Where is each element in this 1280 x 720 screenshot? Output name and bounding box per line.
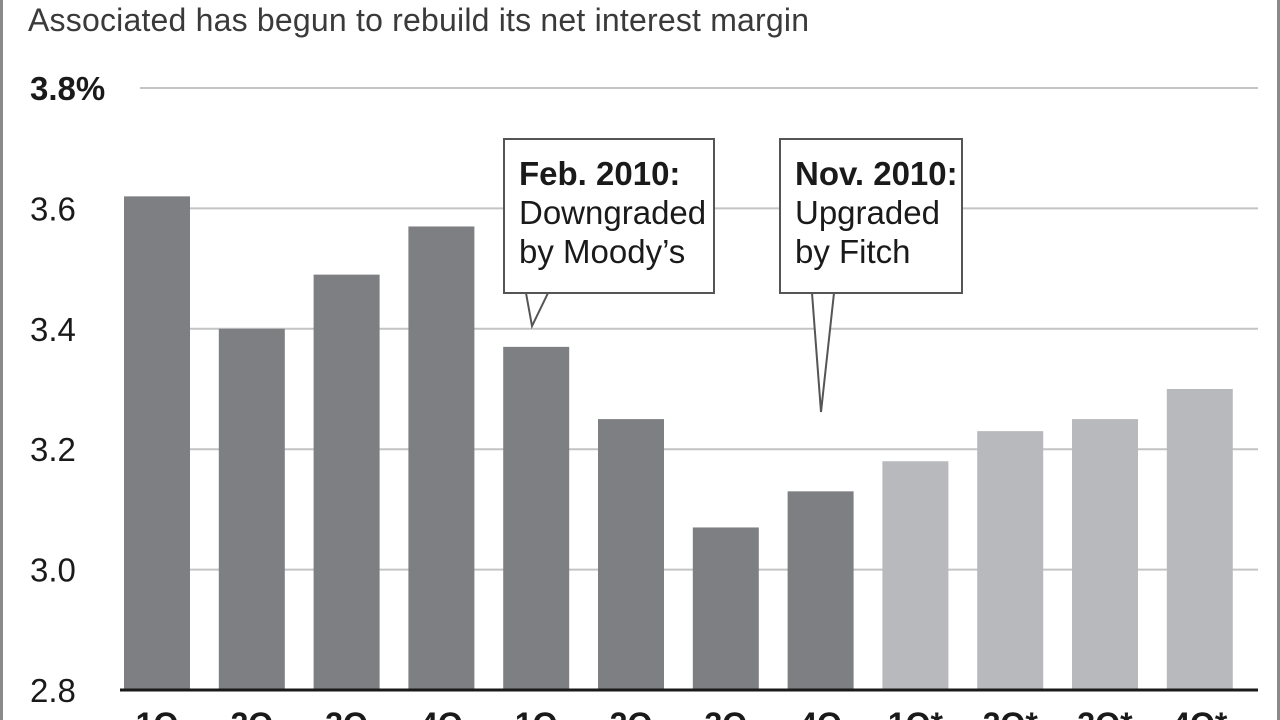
bar-4 xyxy=(503,346,570,690)
x-tick-label-2: 3Q xyxy=(325,706,368,720)
bar-8 xyxy=(882,461,949,690)
x-tick-label-9: 2Q* xyxy=(983,706,1039,720)
annotation-fitch-date: Nov. 2010: xyxy=(795,155,958,192)
x-tick-label-1: 2Q xyxy=(230,706,273,720)
bar-1 xyxy=(218,328,285,690)
x-tick-label-5: 2Q xyxy=(610,706,653,720)
annotation-moodys-line1: Downgraded xyxy=(519,194,707,231)
x-tick-label-10: 3Q* xyxy=(1077,706,1133,720)
y-tick-label-2: 3.4 xyxy=(30,311,76,348)
callout-pointer-0 xyxy=(524,292,550,330)
frame-border-right xyxy=(1277,0,1280,720)
x-tick-label-8: 1Q* xyxy=(888,706,944,720)
callout-pointers xyxy=(524,290,836,413)
y-tick-label-5: 2.8 xyxy=(30,672,76,709)
x-tick-label-11: 4Q* xyxy=(1172,706,1228,720)
x-tick-label-7: 4Q xyxy=(799,706,842,720)
y-tick-label-1: 3.6 xyxy=(30,190,76,227)
x-tick-label-0: 1Q xyxy=(136,706,179,720)
bar-6 xyxy=(692,527,759,690)
bar-7 xyxy=(787,491,854,690)
x-tick-label-6: 3Q xyxy=(704,706,747,720)
annotation-moodys-line2: by Moody’s xyxy=(519,233,686,270)
annotation-fitch: Nov. 2010: Upgraded by Fitch xyxy=(779,138,963,294)
y-tick-label-4: 3.0 xyxy=(30,552,76,589)
bar-2 xyxy=(313,274,380,690)
y-tick-label-0: 3.8% xyxy=(30,70,105,107)
annotation-fitch-line1: Upgraded xyxy=(795,194,940,231)
callout-pointer-1 xyxy=(810,292,836,413)
bar-0 xyxy=(124,196,190,691)
bar-3 xyxy=(408,226,475,690)
chart-subtitle: Associated has begun to rebuild its net … xyxy=(28,2,810,38)
annotation-moodys-date: Feb. 2010: xyxy=(519,155,681,192)
y-axis-ticks: 3.8% 3.6 3.4 3.2 3.0 2.8 xyxy=(30,70,105,709)
bar-9 xyxy=(977,431,1044,690)
frame-border-left xyxy=(0,0,3,720)
bar-10 xyxy=(1072,419,1138,690)
annotation-moodys: Feb. 2010: Downgraded by Moody’s xyxy=(503,138,715,294)
y-tick-label-3: 3.2 xyxy=(30,431,76,468)
x-tick-label-4: 1Q xyxy=(515,706,558,720)
bar-5 xyxy=(598,419,664,690)
x-axis-ticks: 1Q 2Q 3Q 4Q 1Q 2Q 3Q 4Q 1Q* 2Q* 3Q* 4Q* xyxy=(136,706,1228,720)
bar-11 xyxy=(1166,389,1233,690)
annotation-fitch-line2: by Fitch xyxy=(795,233,911,270)
x-tick-label-3: 4Q xyxy=(420,706,463,720)
bars xyxy=(120,196,1258,692)
